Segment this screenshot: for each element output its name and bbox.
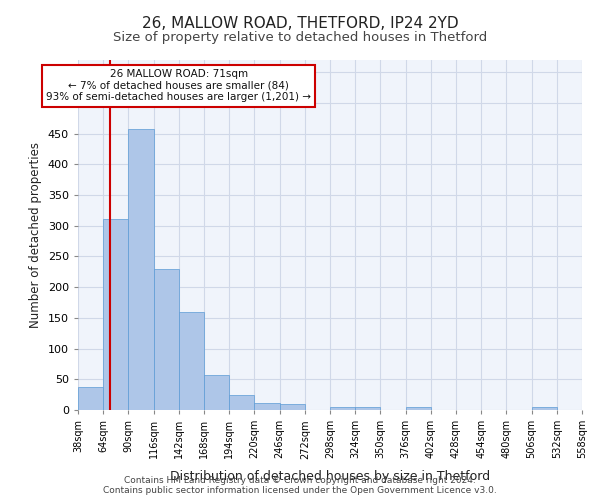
Bar [355, 407, 380, 410]
X-axis label: Distribution of detached houses by size in Thetford: Distribution of detached houses by size … [170, 470, 490, 482]
Y-axis label: Number of detached properties: Number of detached properties [29, 142, 42, 328]
Bar [229, 394, 254, 410]
Text: 26 MALLOW ROAD: 71sqm
← 7% of detached houses are smaller (84)
93% of semi-detac: 26 MALLOW ROAD: 71sqm ← 7% of detached h… [46, 69, 311, 102]
Bar [406, 407, 431, 410]
Bar [154, 269, 179, 410]
Bar [330, 407, 355, 410]
Bar [179, 312, 204, 410]
Bar [128, 130, 154, 410]
Bar [78, 386, 103, 410]
Bar [254, 403, 280, 410]
Bar [532, 407, 557, 410]
Text: Size of property relative to detached houses in Thetford: Size of property relative to detached ho… [113, 31, 487, 44]
Text: Contains HM Land Registry data © Crown copyright and database right 2024.
Contai: Contains HM Land Registry data © Crown c… [103, 476, 497, 495]
Bar [280, 404, 305, 410]
Bar [204, 375, 229, 410]
Text: 26, MALLOW ROAD, THETFORD, IP24 2YD: 26, MALLOW ROAD, THETFORD, IP24 2YD [142, 16, 458, 31]
Bar [103, 219, 128, 410]
